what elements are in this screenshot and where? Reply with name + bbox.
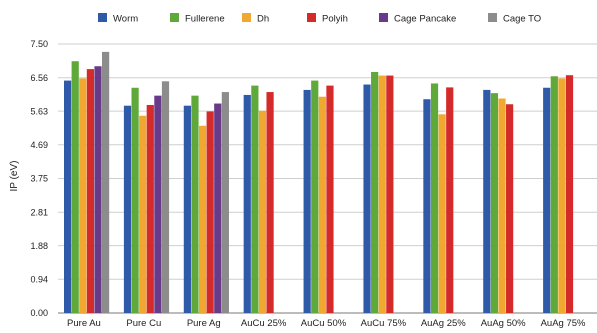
bar-5-3 [386, 75, 394, 313]
legend-swatch-2 [242, 13, 251, 22]
legend-swatch-1 [170, 13, 179, 22]
bar-4-2 [318, 96, 326, 313]
bars [64, 51, 574, 314]
x-tick-label-2: Pure Ag [187, 318, 221, 328]
bar-8-0 [543, 87, 551, 314]
bar-6-1 [430, 83, 439, 313]
bar-2-4 [214, 103, 222, 313]
x-tick-label-0: Pure Au [67, 318, 101, 328]
y-tick-label-6: 5.63 [30, 106, 48, 116]
bar-8-3 [565, 75, 574, 313]
legend-swatch-0 [98, 13, 107, 22]
bar-2-2 [198, 125, 207, 313]
legend-label-5: Cage TO [503, 14, 541, 25]
bar-1-1 [131, 87, 139, 314]
legend-label-4: Cage Pancake [394, 14, 456, 25]
x-tick-label-8: AuAg 75% [541, 318, 586, 328]
legend-swatch-5 [488, 13, 497, 22]
y-axis-label: IP (eV) [9, 161, 20, 192]
bar-0-4 [94, 66, 102, 313]
bar-8-1 [550, 76, 558, 313]
bar-7-0 [483, 89, 491, 313]
bar-0-1 [71, 61, 79, 313]
bar-0-5 [102, 51, 110, 314]
y-tick-label-8: 7.50 [30, 39, 48, 49]
bar-0-0 [64, 80, 72, 313]
bar-4-0 [303, 89, 311, 313]
x-axis: Pure Au Pure Cu Pure Ag AuCu 25% AuCu 50% AuC… [67, 318, 586, 329]
y-tick-label-4: 3.75 [30, 174, 48, 184]
bar-1-5 [161, 81, 170, 313]
y-tick-label-2: 1.88 [30, 241, 48, 251]
legend-label-2: Dh [257, 14, 269, 25]
bar-0-3 [86, 69, 94, 314]
legend-label-3: Polyih [322, 14, 348, 25]
bar-4-3 [326, 85, 334, 313]
bar-4-1 [311, 80, 319, 313]
bar-1-2 [139, 115, 147, 313]
bar-6-3 [446, 87, 454, 313]
bar-3-2 [258, 110, 267, 313]
x-tick-label-4: AuCu 50% [301, 318, 347, 328]
x-tick-label-3: AuCu 25% [241, 318, 287, 328]
bar-0-2 [79, 78, 87, 313]
x-tick-label-1: Pure Cu [126, 318, 161, 328]
bar-6-0 [423, 99, 431, 313]
y-tick-label-3: 2.81 [30, 207, 48, 217]
y-tick-label-5: 4.69 [30, 140, 48, 150]
x-tick-label-6: AuAg 25% [421, 318, 466, 328]
bar-3-1 [251, 85, 259, 313]
bar-3-3 [266, 92, 274, 313]
bar-2-3 [206, 111, 214, 313]
bar-7-1 [490, 93, 499, 314]
legend-label-0: Worm [113, 14, 138, 25]
bar-2-0 [183, 105, 191, 313]
legend-label-1: Fullerene [185, 14, 225, 25]
bar-2-1 [191, 95, 199, 313]
bar-1-3 [146, 104, 154, 314]
bar-3-0 [243, 94, 251, 313]
x-tick-label-5: AuCu 75% [361, 318, 407, 328]
bar-1-0 [123, 105, 132, 313]
bar-7-2 [498, 98, 506, 313]
bar-8-2 [558, 78, 566, 313]
y-tick-label-1: 0.94 [30, 274, 48, 284]
x-tick-label-7: AuAg 50% [481, 318, 526, 328]
bar-7-3 [506, 104, 514, 313]
bar-2-5 [221, 92, 229, 313]
bar-6-2 [438, 114, 446, 313]
legend: Worm Fullerene Dh Polyih Cage Pancake Cage TO [98, 13, 541, 25]
bar-5-0 [363, 84, 371, 314]
legend-swatch-4 [379, 13, 388, 22]
y-tick-label-0: 0.00 [30, 308, 48, 318]
y-tick-label-7: 6.56 [30, 73, 48, 83]
bar-5-2 [378, 75, 386, 313]
legend-swatch-3 [307, 13, 316, 22]
y-axis: 0.00 0.94 1.88 2.81 3.75 4.69 5.63 6.56 7.50 [30, 39, 48, 318]
bar-5-1 [371, 71, 379, 313]
bar-1-4 [154, 95, 162, 313]
